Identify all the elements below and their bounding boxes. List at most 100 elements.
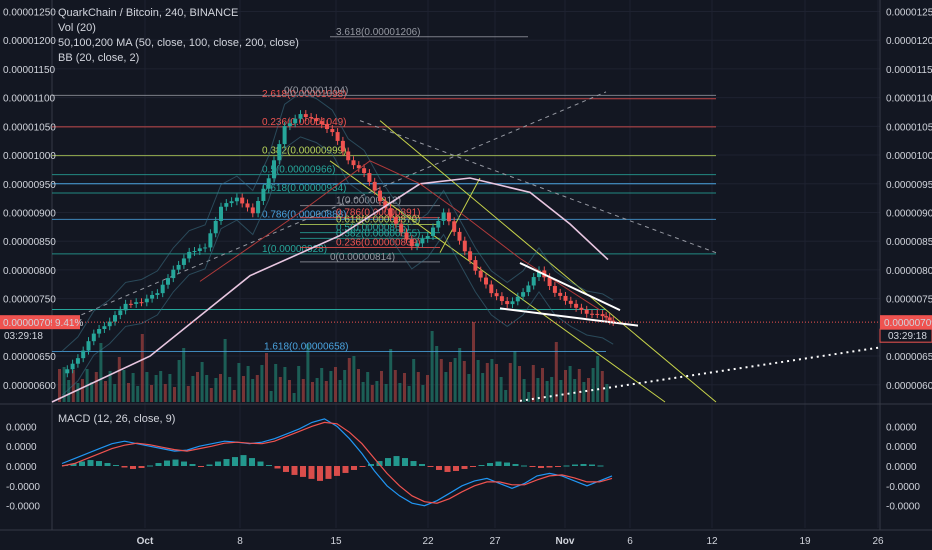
candle-body bbox=[118, 310, 123, 316]
macd-hist-bar bbox=[164, 460, 170, 466]
macd-axis-tick: -0.0000 bbox=[886, 482, 920, 493]
candle-body bbox=[128, 303, 133, 305]
candle-body bbox=[272, 160, 276, 179]
volume-bar bbox=[209, 388, 213, 402]
macd-hist-bar bbox=[104, 463, 111, 466]
volume-bar bbox=[554, 342, 558, 402]
volume-bar bbox=[329, 371, 333, 402]
macd-hist-bar bbox=[274, 466, 281, 469]
macd-axis-tick: 0.0000 bbox=[886, 442, 917, 453]
volume-bar bbox=[255, 375, 259, 402]
candle-body bbox=[505, 301, 510, 305]
candle-body bbox=[367, 173, 372, 182]
legend-ma: 50,100,200 MA (50, close, 100, close, 20… bbox=[58, 37, 299, 49]
macd-axis-tick-left: 0.0000 bbox=[6, 422, 37, 433]
macd-hist-bar bbox=[147, 465, 153, 467]
time-axis-tick: Oct bbox=[137, 536, 154, 547]
macd-hist-bar bbox=[189, 464, 196, 466]
fib-level-label: 0.236(0.00000839) bbox=[336, 238, 421, 249]
price-axis-tick: 0.00001100 bbox=[886, 94, 932, 105]
macd-hist-bar bbox=[232, 457, 238, 466]
volume-bar bbox=[476, 360, 480, 402]
time-axis-tick: 15 bbox=[330, 536, 342, 547]
candle-body bbox=[478, 270, 483, 278]
candle-body bbox=[383, 201, 388, 209]
candle-body bbox=[462, 240, 467, 252]
legend-macd: MACD (12, 26, close, 9) bbox=[58, 412, 175, 427]
time-axis-tick: 19 bbox=[799, 536, 811, 547]
candle-body bbox=[75, 358, 80, 364]
fib-level-label: 0(0.00001104) bbox=[284, 85, 348, 96]
macd-hist-bar bbox=[266, 465, 272, 467]
price-axis-tick-left: 0.00001200 bbox=[3, 36, 56, 47]
macd-hist-bar bbox=[70, 463, 77, 466]
volume-bar bbox=[168, 374, 172, 402]
candle-body bbox=[584, 309, 589, 314]
volume-bar bbox=[269, 391, 273, 402]
candle-body bbox=[521, 292, 526, 297]
volume-bar bbox=[274, 364, 278, 402]
macd-axis-tick: 0.0000 bbox=[886, 422, 917, 433]
fib-level-label: 0.5(0.00000865) bbox=[336, 223, 409, 234]
volume-bar bbox=[219, 374, 222, 402]
volume-bar bbox=[361, 382, 365, 402]
candle-body bbox=[399, 223, 404, 233]
candle-body bbox=[388, 208, 393, 217]
volume-bar bbox=[481, 373, 485, 402]
macd-hist-bar bbox=[113, 465, 119, 467]
macd-hist-bar bbox=[402, 458, 408, 466]
candle-body bbox=[515, 296, 520, 302]
candle-body bbox=[494, 293, 499, 297]
countdown-tag-right bbox=[879, 328, 932, 343]
candle-body bbox=[340, 140, 345, 152]
volume-bar bbox=[71, 370, 75, 402]
volume-bar bbox=[223, 339, 227, 402]
legend-symbol: QuarkChain / Bitcoin, 240, BINANCE bbox=[58, 7, 239, 19]
volume-bar bbox=[458, 348, 462, 402]
candle-body bbox=[150, 294, 155, 299]
volume-bar bbox=[173, 387, 176, 402]
volume-bar bbox=[403, 373, 406, 402]
volume-bar bbox=[334, 367, 337, 402]
volume-bar bbox=[297, 366, 301, 402]
macd-hist-bar bbox=[393, 456, 400, 466]
candle-body bbox=[425, 235, 430, 239]
candle-body bbox=[378, 190, 382, 202]
volume-bar bbox=[435, 346, 439, 402]
macd-hist-bar bbox=[240, 455, 247, 466]
volume-bar bbox=[531, 365, 535, 402]
fib-level-label: 3.618(0.00001206) bbox=[336, 27, 421, 38]
volume-bar bbox=[58, 369, 61, 402]
volume-bar bbox=[375, 381, 379, 402]
candle-body bbox=[356, 165, 361, 169]
volume-bar bbox=[81, 379, 84, 402]
macd-hist-bar bbox=[291, 466, 298, 475]
volume-bars bbox=[58, 322, 609, 402]
macd-hist-bar bbox=[495, 461, 502, 466]
volume-bar bbox=[136, 386, 140, 402]
candle-body bbox=[330, 129, 335, 133]
volume-bar bbox=[577, 369, 581, 402]
volume-bar bbox=[564, 370, 567, 402]
volume-bar bbox=[205, 375, 209, 402]
wedge-lower bbox=[499, 307, 639, 327]
volume-bar bbox=[559, 380, 563, 402]
candle-body bbox=[287, 123, 292, 127]
volume-bar bbox=[283, 367, 287, 402]
candle-body bbox=[404, 232, 409, 240]
price-axis-tick-left: 0.00000600 bbox=[3, 381, 56, 392]
candle-body bbox=[160, 284, 165, 294]
volume-bar bbox=[338, 380, 342, 402]
macd-hist-bar bbox=[521, 465, 527, 467]
candle-body bbox=[229, 201, 234, 204]
volume-bar bbox=[600, 371, 604, 402]
candle-body bbox=[319, 121, 324, 125]
price-tag-value: 0.00000709 bbox=[884, 318, 932, 329]
volume-bar bbox=[605, 384, 609, 402]
candle-body bbox=[81, 350, 86, 359]
volume-bar bbox=[513, 351, 517, 402]
macd-hist-bar bbox=[325, 466, 332, 479]
volume-bar bbox=[347, 358, 351, 402]
volume-bar bbox=[416, 372, 420, 402]
